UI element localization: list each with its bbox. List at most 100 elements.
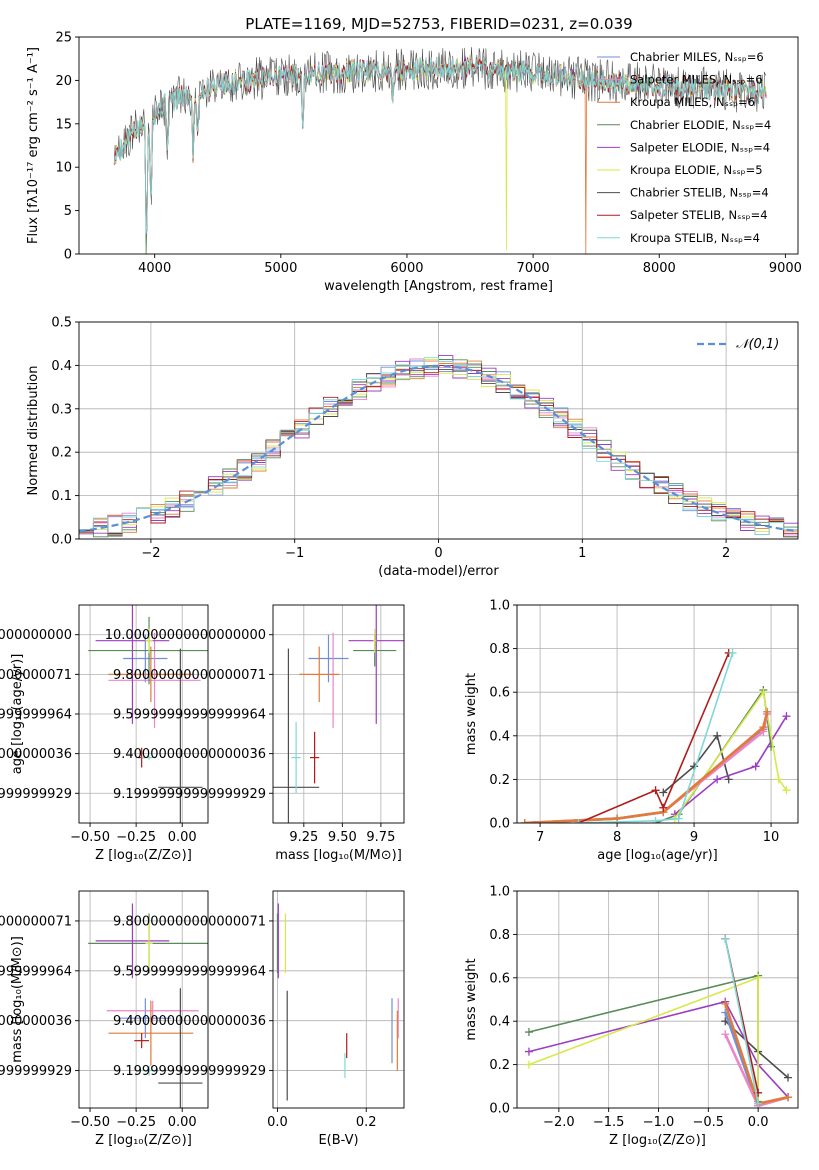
- y-tick-label: 20: [55, 74, 72, 89]
- error-bar-point: [108, 632, 201, 728]
- mass-weight-series: [520, 710, 772, 823]
- y-tick-label: 9.19999999999999929: [113, 787, 266, 802]
- marker: [721, 1030, 730, 1039]
- x-tick-label: 9.50: [328, 830, 357, 845]
- x-tick-label: −0.50: [70, 830, 110, 845]
- marker: [763, 707, 772, 716]
- marker: [524, 1028, 533, 1037]
- marker: [759, 723, 768, 732]
- y-tick-label: 0.6: [489, 971, 510, 986]
- x-tick-label: 5000: [264, 261, 297, 276]
- marker: [782, 786, 791, 795]
- y-tick-label: 9.59999999999999964: [113, 964, 266, 979]
- y-tick-label: 10.00000000000000000: [0, 628, 72, 643]
- x-axis-label: mass [log₁₀(M/M⊙)]: [275, 848, 402, 863]
- y-tick-label: 0: [64, 248, 72, 263]
- residuals-panel: −2 −1 0 1 2 0.0 0.1 0.2 0.3 0.4 0.5 (data-model)/er…: [26, 316, 799, 579]
- marker: [774, 775, 783, 784]
- y-tick-label: 9.19999999999999929: [0, 1064, 72, 1079]
- axes-box: [78, 890, 209, 1109]
- y-tick-label: 9.59999999999999964: [0, 708, 72, 723]
- legend-entry: Salpeter ELODIE, Nₛₛₚ=4: [630, 140, 770, 154]
- x-tick-label: 0.0: [748, 1115, 769, 1130]
- plot-area: [524, 934, 793, 1108]
- axes-frame: 7 8 9 10 0.0 0.2 0.4 0.6 0.8 1.0 age [log₁₀(age/yr…: [464, 599, 799, 863]
- axes-frame: −2 −1 0 1 2 0.0 0.1 0.2 0.3 0.4 0.5 (data-model)/er…: [26, 316, 799, 579]
- axes-frame: 0.0 0.2 9.19999999999999929 9.4000000000000…: [113, 890, 405, 1148]
- y-tick-label: 25: [55, 31, 72, 46]
- y-tick-label: 0.6: [489, 686, 510, 701]
- y-tick-label: 0.4: [489, 729, 510, 744]
- marker: [651, 816, 660, 823]
- marker: [784, 1093, 793, 1102]
- plot-area: [520, 648, 791, 823]
- marker: [721, 934, 730, 943]
- spectrum-panel: 4000 5000 6000 7000 8000 9000 0 5 10 15 20 25 wavele…: [26, 31, 802, 295]
- marker: [759, 688, 768, 697]
- x-tick-label: 0.00: [168, 1115, 197, 1130]
- plot-area: [276, 903, 399, 1101]
- y-tick-label: 0.8: [489, 928, 510, 943]
- marker: [728, 648, 737, 657]
- y-axis-label: Normed distribution: [26, 366, 41, 496]
- axes-box: [516, 604, 799, 824]
- x-tick-label: −0.25: [116, 830, 156, 845]
- x-tick-label: 0.2: [356, 1115, 377, 1130]
- legend-entry: Salpeter MILES, Nₛₛₚ=6: [630, 73, 763, 87]
- plot-area: [88, 903, 208, 1108]
- legend-entry: Chabrier MILES, Nₛₛₚ=6: [630, 50, 764, 64]
- y-tick-label: 9.40000000000000036: [0, 1014, 72, 1029]
- error-bar-point: [309, 731, 320, 784]
- x-tick-label: −0.50: [70, 1115, 110, 1130]
- marker: [674, 814, 683, 823]
- y-tick-label: 9.80000000000000071: [0, 914, 72, 929]
- x-tick-label: −0.25: [116, 1115, 156, 1130]
- error-bar-point: [108, 1000, 194, 1066]
- x-tick-label: 9: [690, 830, 698, 845]
- error-bar-point: [108, 646, 194, 703]
- axes-frame: −0.50 −0.25 0.00 9.19999999999999929 9.40000…: [0, 890, 209, 1148]
- plot-area: [79, 355, 798, 538]
- y-tick-label: 0.0: [51, 533, 72, 548]
- marker: [754, 1099, 763, 1108]
- marker: [751, 762, 760, 771]
- marker: [754, 973, 763, 982]
- x-tick-label: −1.0: [643, 1115, 675, 1130]
- mass-vs-EBV-panel: 0.0 0.2 9.19999999999999929 9.4000000000000…: [113, 890, 405, 1148]
- legend-entry: Salpeter STELIB, Nₛₛₚ=4: [630, 208, 768, 222]
- axes-box: [516, 890, 799, 1109]
- mass-weight-series: [520, 707, 772, 823]
- y-tick-label: 1.0: [489, 885, 510, 900]
- legend-entry: Chabrier STELIB, Nₛₛₚ=4: [630, 186, 769, 200]
- y-tick-label: 0.3: [51, 402, 72, 417]
- x-tick-label: 9000: [769, 261, 802, 276]
- legend-entry: Kroupa MILES, Nₛₛₚ=6: [630, 95, 755, 109]
- normal-reference-curve: [79, 364, 796, 533]
- y-axis-label: mass weight: [464, 958, 479, 1040]
- error-bar-point: [95, 903, 170, 979]
- x-axis-label: Z [log₁₀(Z/Z⊙)]: [609, 1133, 706, 1148]
- error-bar-point: [134, 1033, 150, 1049]
- x-tick-label: 9.75: [366, 830, 395, 845]
- y-tick-label: 0.4: [489, 1015, 510, 1030]
- age-vs-mass-panel: 9.25 9.50 9.75 9.19999999999999929 9.4000000…: [105, 604, 405, 863]
- y-tick-label: 0.0: [489, 1102, 510, 1117]
- x-tick-label: 8000: [643, 261, 676, 276]
- error-bar-point: [95, 605, 170, 724]
- x-tick-label: 1: [578, 546, 586, 561]
- y-tick-label: 0.5: [51, 316, 72, 331]
- mass-weight-series: [574, 648, 737, 823]
- y-tick-label: 0.2: [51, 446, 72, 461]
- axes-frame: 9.25 9.50 9.75 9.19999999999999929 9.4000000…: [105, 604, 405, 863]
- y-tick-label: 0.2: [489, 1058, 510, 1073]
- error-bar-point: [158, 988, 203, 1108]
- y-tick-label: 9.80000000000000071: [0, 668, 72, 683]
- marker: [784, 1073, 793, 1082]
- error-bar-point: [273, 648, 320, 823]
- x-tick-label: 0: [434, 546, 442, 561]
- marker: [782, 712, 791, 721]
- legend-entry: Kroupa STELIB, Nₛₛₚ=4: [630, 231, 760, 245]
- x-tick-label: 10: [763, 830, 780, 845]
- y-tick-label: 9.59999999999999964: [0, 964, 72, 979]
- y-tick-label: 9.19999999999999929: [113, 1064, 266, 1079]
